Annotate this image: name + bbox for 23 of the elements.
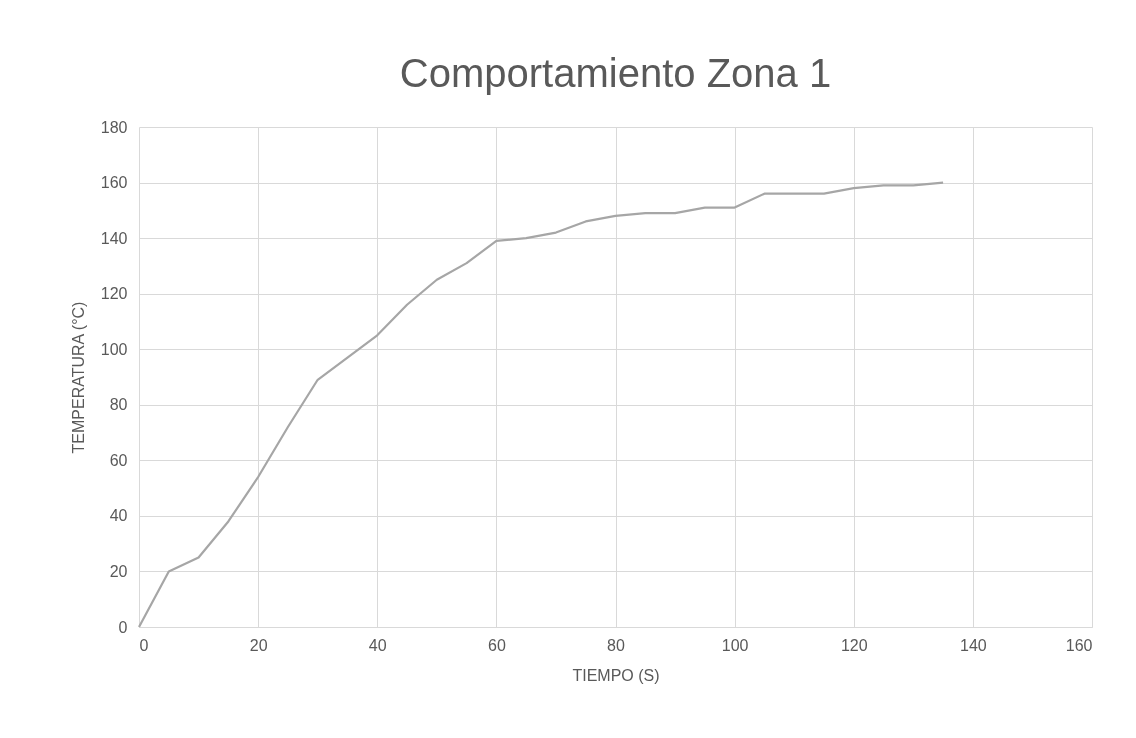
y-tick-label: 140 — [100, 229, 128, 247]
y-axis-title: TEMPERATURA (°C) — [69, 301, 87, 454]
y-tick-label: 120 — [100, 285, 128, 303]
line-series — [137, 181, 945, 629]
y-tick-label: 40 — [109, 507, 128, 525]
x-tick-label: 40 — [368, 636, 387, 654]
x-tick-label: 120 — [840, 636, 868, 654]
y-tick-label: 0 — [118, 618, 128, 636]
y-tick-label: 60 — [109, 451, 128, 469]
x-tick-label: 100 — [721, 636, 749, 654]
x-tick-label: 60 — [487, 636, 506, 654]
x-axis-title: TIEMPO (S) — [572, 666, 660, 684]
x-tick-label: 140 — [960, 636, 987, 654]
chart-title: Comportamiento Zona 1 — [399, 51, 832, 95]
x-tick-label: 80 — [607, 636, 625, 654]
x-tick-label: 0 — [139, 636, 149, 654]
y-tick-label: 180 — [100, 118, 128, 136]
x-tick-label: 20 — [249, 636, 268, 654]
y-tick-label: 80 — [109, 396, 128, 414]
x-tick-label: 160 — [1065, 636, 1093, 654]
y-tick-label: 20 — [109, 562, 128, 580]
y-tick-label: 100 — [100, 340, 128, 358]
y-tick-label: 160 — [100, 174, 128, 192]
